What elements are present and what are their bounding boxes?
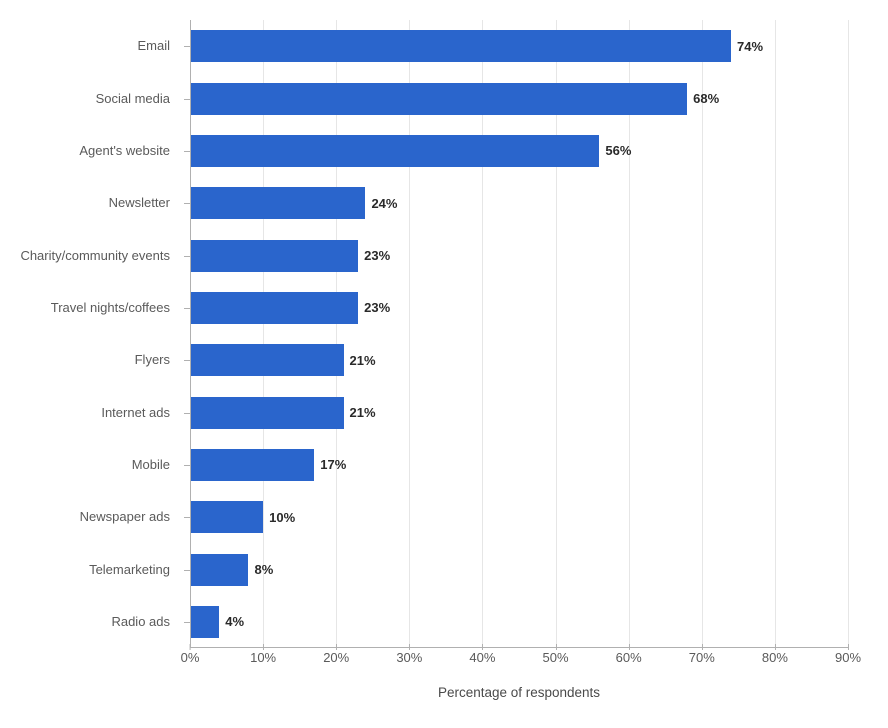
x-tick-mark — [482, 644, 483, 650]
y-axis-category-label: Internet ads — [0, 405, 180, 421]
x-tick-label: 60% — [616, 650, 642, 665]
y-tick-mark — [184, 465, 190, 466]
bar-value-label: 4% — [225, 614, 244, 629]
bar-value-label: 17% — [320, 457, 346, 472]
bar-value-label: 24% — [371, 196, 397, 211]
y-tick-mark — [184, 413, 190, 414]
x-tick-label: 40% — [469, 650, 495, 665]
x-tick-mark — [702, 644, 703, 650]
bar-row: 23% — [190, 292, 848, 324]
bar-row: 74% — [190, 30, 848, 62]
bar-value-label: 23% — [364, 248, 390, 263]
x-axis-label: Percentage of respondents — [190, 685, 848, 700]
y-axis-labels: Email Social media Agent's website Newslett… — [0, 20, 180, 648]
y-tick-mark — [184, 203, 190, 204]
y-axis-category-label: Charity/community events — [0, 248, 180, 264]
x-tick-label: 90% — [835, 650, 861, 665]
y-axis-category-label: Mobile — [0, 457, 180, 473]
bar-row: 10% — [190, 501, 848, 533]
y-tick-mark — [184, 46, 190, 47]
chart-container: Email Social media Agent's website Newslett… — [0, 0, 888, 728]
x-tick-mark — [848, 644, 849, 650]
bar-value-label: 21% — [350, 353, 376, 368]
y-tick-mark — [184, 256, 190, 257]
y-tick-mark — [184, 622, 190, 623]
x-axis-ticks: 0%10%20%30%40%50%60%70%80%90% — [190, 650, 848, 670]
y-tick-mark — [184, 99, 190, 100]
bar — [190, 501, 263, 533]
x-tick-label: 50% — [543, 650, 569, 665]
bar — [190, 187, 365, 219]
plot-area: 74% 68% 56% 24% 23% 23% 21% 21% 17% 10% 8% 4% — [190, 20, 848, 648]
x-tick-label: 10% — [250, 650, 276, 665]
bar-row: 24% — [190, 187, 848, 219]
bar — [190, 344, 344, 376]
y-tick-mark — [184, 308, 190, 309]
y-axis-category-label: Travel nights/coffees — [0, 300, 180, 316]
bar-value-label: 74% — [737, 39, 763, 54]
x-tick-label: 30% — [396, 650, 422, 665]
y-tick-mark — [184, 517, 190, 518]
y-axis-category-label: Newspaper ads — [0, 509, 180, 525]
bar-row: 21% — [190, 344, 848, 376]
bar — [190, 240, 358, 272]
bar — [190, 554, 248, 586]
y-axis-category-label: Newsletter — [0, 195, 180, 211]
x-tick-mark — [190, 644, 191, 650]
y-axis-category-label: Flyers — [0, 352, 180, 368]
bar-row: 56% — [190, 135, 848, 167]
bar-value-label: 8% — [254, 562, 273, 577]
y-tick-mark — [184, 570, 190, 571]
gridline — [848, 20, 849, 648]
bar-row: 21% — [190, 397, 848, 429]
y-tick-mark — [184, 151, 190, 152]
x-tick-label: 70% — [689, 650, 715, 665]
x-tick-mark — [556, 644, 557, 650]
bar — [190, 83, 687, 115]
bar-row: 17% — [190, 449, 848, 481]
x-tick-label: 0% — [181, 650, 200, 665]
y-axis-category-label: Radio ads — [0, 614, 180, 630]
y-axis-category-label: Telemarketing — [0, 562, 180, 578]
bar — [190, 449, 314, 481]
x-tick-label: 20% — [323, 650, 349, 665]
bar-value-label: 68% — [693, 91, 719, 106]
bar-row: 4% — [190, 606, 848, 638]
bar — [190, 606, 219, 638]
x-tick-mark — [629, 644, 630, 650]
y-axis-line — [190, 20, 191, 648]
bar-row: 8% — [190, 554, 848, 586]
bars-layer: 74% 68% 56% 24% 23% 23% 21% 21% 17% 10% 8% 4% — [190, 20, 848, 648]
bar — [190, 135, 599, 167]
y-axis-category-label: Social media — [0, 91, 180, 107]
x-axis-line — [190, 647, 848, 648]
y-tick-mark — [184, 360, 190, 361]
bar — [190, 397, 344, 429]
x-tick-mark — [263, 644, 264, 650]
x-tick-mark — [775, 644, 776, 650]
bar-row: 23% — [190, 240, 848, 272]
x-tick-mark — [409, 644, 410, 650]
bar-row: 68% — [190, 83, 848, 115]
bar-value-label: 21% — [350, 405, 376, 420]
bar — [190, 30, 731, 62]
y-axis-category-label: Email — [0, 38, 180, 54]
bar-value-label: 10% — [269, 510, 295, 525]
x-tick-mark — [336, 644, 337, 650]
y-axis-category-label: Agent's website — [0, 143, 180, 159]
bar-value-label: 56% — [605, 143, 631, 158]
x-tick-label: 80% — [762, 650, 788, 665]
bar-value-label: 23% — [364, 300, 390, 315]
bar — [190, 292, 358, 324]
